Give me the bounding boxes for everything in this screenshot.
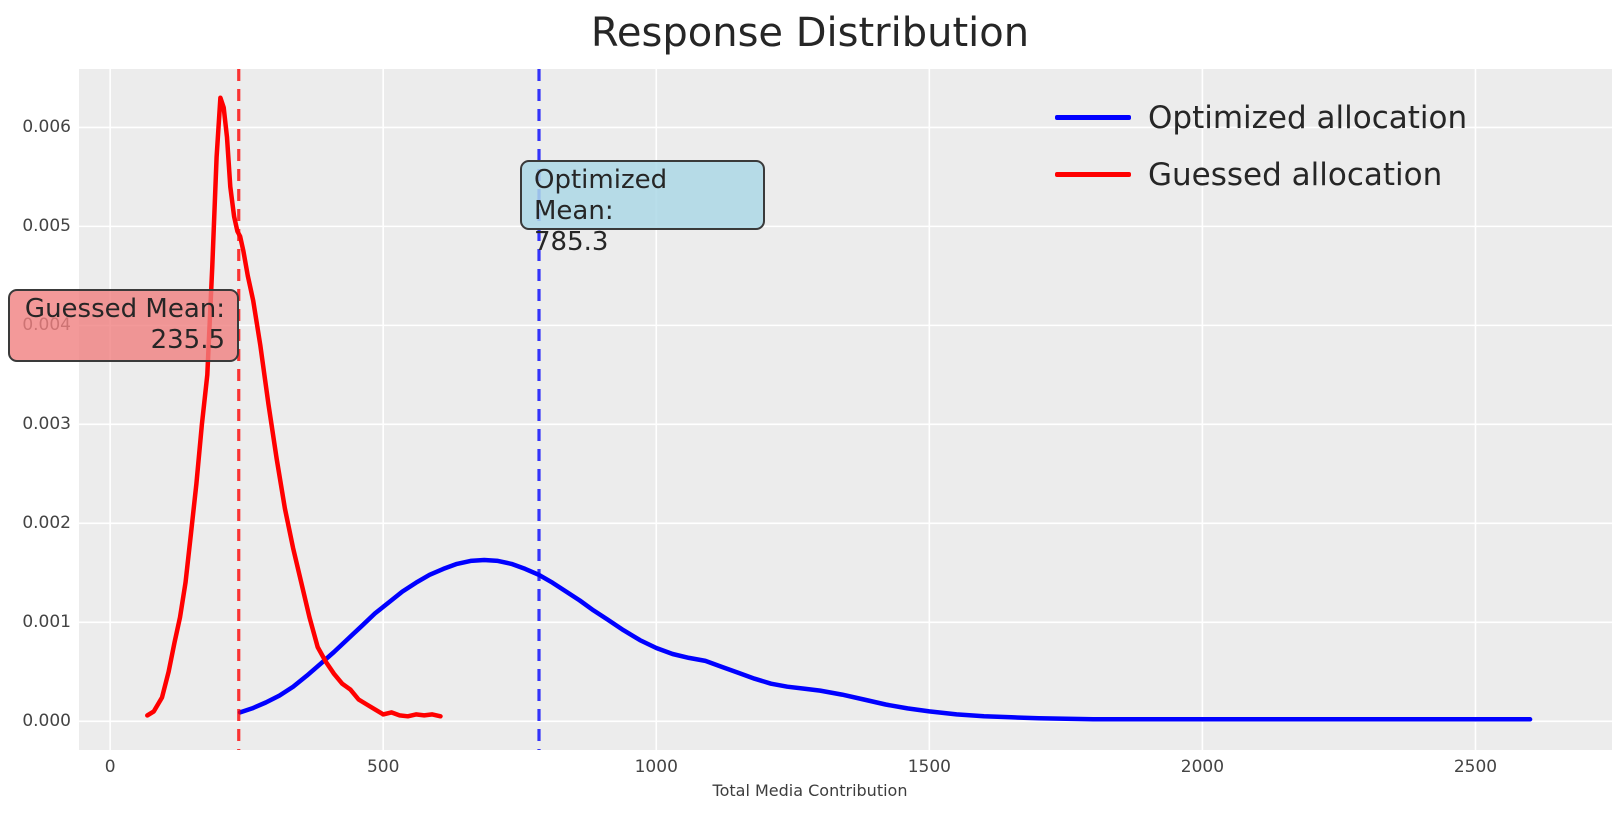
guessed-line-swatch [1055,172,1131,177]
x-tick-label: 500 [366,757,400,777]
x-tick-label: 0 [104,757,116,777]
x-tick-label: 2000 [1180,757,1225,777]
annotation-guessed-mean: Guessed Mean: 235.5 [8,289,239,362]
annotation-optimized-mean: Optimized Mean: 785.3 [520,160,765,257]
y-tick-label: 0.000 [22,711,71,732]
guessed-curve [145,95,443,719]
y-tick-label: 0.005 [22,216,71,237]
optimized-curve [237,557,1533,722]
y-tick-label: 0.002 [22,513,71,534]
x-tick-label: 2500 [1453,757,1498,777]
legend-label-optimized: Optimized allocation [1148,99,1468,136]
annotation-optimized-text: Optimized Mean: [534,165,668,226]
chart-title: Response Distribution [590,10,1030,56]
plot-area: Optimized allocation Guessed allocation [79,69,1612,750]
y-tick-label: 0.003 [22,414,71,435]
optimized-line-swatch [1055,115,1131,120]
y-tick-label: 0.006 [22,117,71,138]
annotation-guessed-value: 235.5 [150,325,225,355]
legend-item-guessed: Guessed allocation [1055,146,1467,203]
x-axis-label: Total Media Contribution [712,781,908,800]
legend: Optimized allocation Guessed allocation [1055,89,1467,203]
y-tick-label: 0.001 [22,612,71,633]
annotation-guessed-text: Guessed Mean: [24,294,225,324]
x-tick-label: 1000 [634,757,678,777]
x-tick-label: 1500 [907,757,951,777]
legend-item-optimized: Optimized allocation [1055,89,1467,146]
plot-canvas [79,69,1612,750]
annotation-optimized-value: 785.3 [534,227,609,257]
legend-label-guessed: Guessed allocation [1148,156,1443,193]
